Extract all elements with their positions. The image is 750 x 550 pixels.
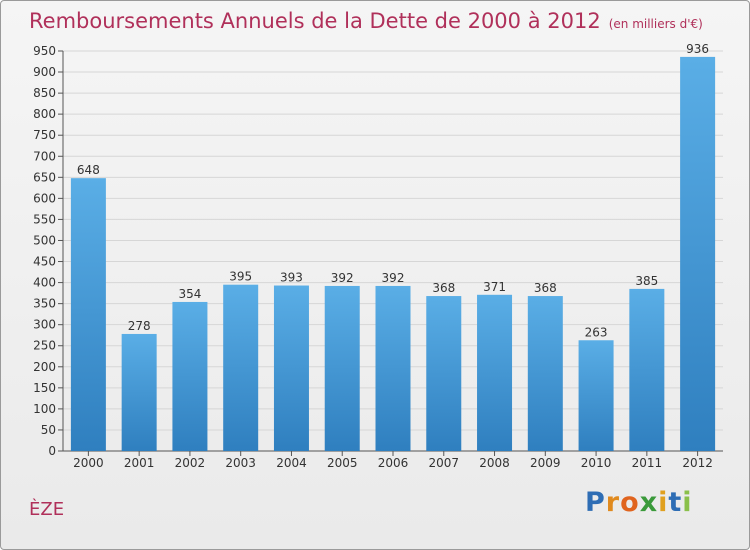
y-tick-label: 450 — [33, 255, 56, 269]
y-tick-label: 650 — [33, 170, 56, 184]
y-tick-label: 0 — [48, 444, 56, 458]
logo-letter: r — [605, 487, 621, 518]
data-label: 936 — [686, 42, 709, 56]
logo-letter: i — [658, 487, 669, 518]
bar — [273, 285, 309, 451]
bar — [223, 284, 259, 451]
data-label: 393 — [280, 271, 303, 285]
y-tick-label: 150 — [33, 381, 56, 395]
data-label: 368 — [534, 281, 557, 295]
data-label: 263 — [585, 325, 608, 339]
proxiti-logo: Proxiti — [585, 487, 693, 518]
y-tick-label: 300 — [33, 318, 56, 332]
bar — [375, 285, 411, 451]
data-label: 278 — [128, 319, 151, 333]
logo-letter: t — [668, 487, 683, 518]
x-tick-label: 2010 — [581, 456, 612, 470]
x-tick-label: 2002 — [175, 456, 206, 470]
chart-title-text: Remboursements Annuels de la Dette de 20… — [29, 9, 601, 33]
bar — [70, 178, 106, 451]
logo-letter: P — [585, 487, 606, 518]
data-label: 648 — [77, 163, 100, 177]
x-tick-label: 2004 — [276, 456, 307, 470]
bar — [121, 333, 157, 451]
data-label: 392 — [331, 271, 354, 285]
chart-title: Remboursements Annuels de la Dette de 20… — [29, 9, 703, 33]
x-tick-label: 2007 — [428, 456, 459, 470]
y-tick-label: 100 — [33, 402, 56, 416]
x-tick-label: 2006 — [378, 456, 409, 470]
bar — [172, 301, 208, 451]
y-tick-label: 350 — [33, 297, 56, 311]
logo-letter: x — [639, 487, 659, 518]
y-tick-label: 950 — [33, 44, 56, 58]
y-tick-label: 700 — [33, 149, 56, 163]
y-tick-label: 50 — [41, 423, 56, 437]
x-tick-label: 2001 — [124, 456, 155, 470]
y-tick-label: 400 — [33, 276, 56, 290]
x-tick-label: 2008 — [479, 456, 510, 470]
y-tick-label: 750 — [33, 128, 56, 142]
y-tick-label: 500 — [33, 233, 56, 247]
bar — [680, 56, 716, 451]
logo-letter: i — [682, 487, 693, 518]
data-label: 385 — [635, 274, 658, 288]
bar — [629, 288, 665, 451]
bar — [324, 285, 360, 451]
data-label: 368 — [432, 281, 455, 295]
y-tick-label: 550 — [33, 212, 56, 226]
town-name: ÈZE — [29, 499, 65, 520]
data-label: 392 — [382, 271, 405, 285]
bar — [578, 340, 614, 451]
data-label: 371 — [483, 280, 506, 294]
y-tick-label: 900 — [33, 65, 56, 79]
y-tick-label: 600 — [33, 191, 56, 205]
bar — [426, 296, 462, 451]
x-tick-label: 2000 — [73, 456, 104, 470]
y-tick-label: 800 — [33, 107, 56, 121]
y-tick-label: 850 — [33, 86, 56, 100]
y-tick-label: 250 — [33, 339, 56, 353]
x-tick-label: 2009 — [530, 456, 561, 470]
bar — [527, 296, 563, 451]
x-tick-label: 2005 — [327, 456, 358, 470]
x-tick-label: 2011 — [632, 456, 663, 470]
x-tick-label: 2012 — [682, 456, 713, 470]
logo-letter: o — [620, 487, 640, 518]
bar — [477, 294, 513, 451]
y-tick-label: 200 — [33, 360, 56, 374]
chart-unit-note: (en milliers d'€) — [608, 17, 703, 31]
x-tick-label: 2003 — [225, 456, 256, 470]
data-label: 395 — [229, 270, 252, 284]
data-label: 354 — [178, 287, 201, 301]
